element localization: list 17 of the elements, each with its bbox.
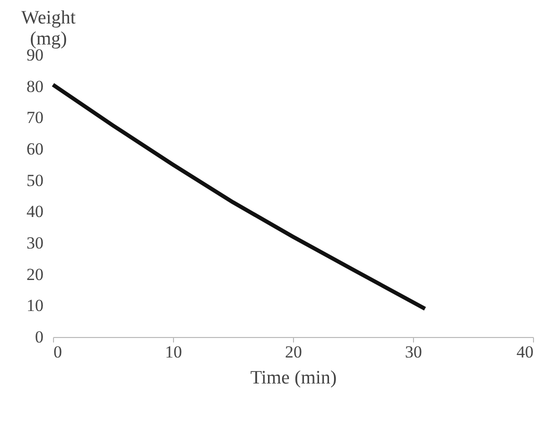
x-axis-title: Time (min) <box>250 368 337 388</box>
y-tick-label: 70 <box>26 108 44 128</box>
x-tick-label: 10 <box>165 342 182 362</box>
line-series <box>51 82 427 311</box>
y-tick-label: 0 <box>35 328 44 346</box>
x-tick-label: 0 <box>54 342 62 362</box>
y-tick-label: 80 <box>26 76 44 96</box>
y-tick-label: 60 <box>26 140 44 158</box>
x-tick-label: 30 <box>405 342 422 362</box>
y-tick-label: 50 <box>26 170 44 190</box>
y-axis-title: Weight (mg) <box>21 8 76 50</box>
y-tick-label: 40 <box>26 202 44 222</box>
y-tick-label: 10 <box>26 296 44 316</box>
y-tick-label: 30 <box>26 234 44 252</box>
y-tick-label: 20 <box>26 264 44 284</box>
x-tick-label: 40 <box>516 342 534 362</box>
x-tick-label: 20 <box>285 342 302 362</box>
